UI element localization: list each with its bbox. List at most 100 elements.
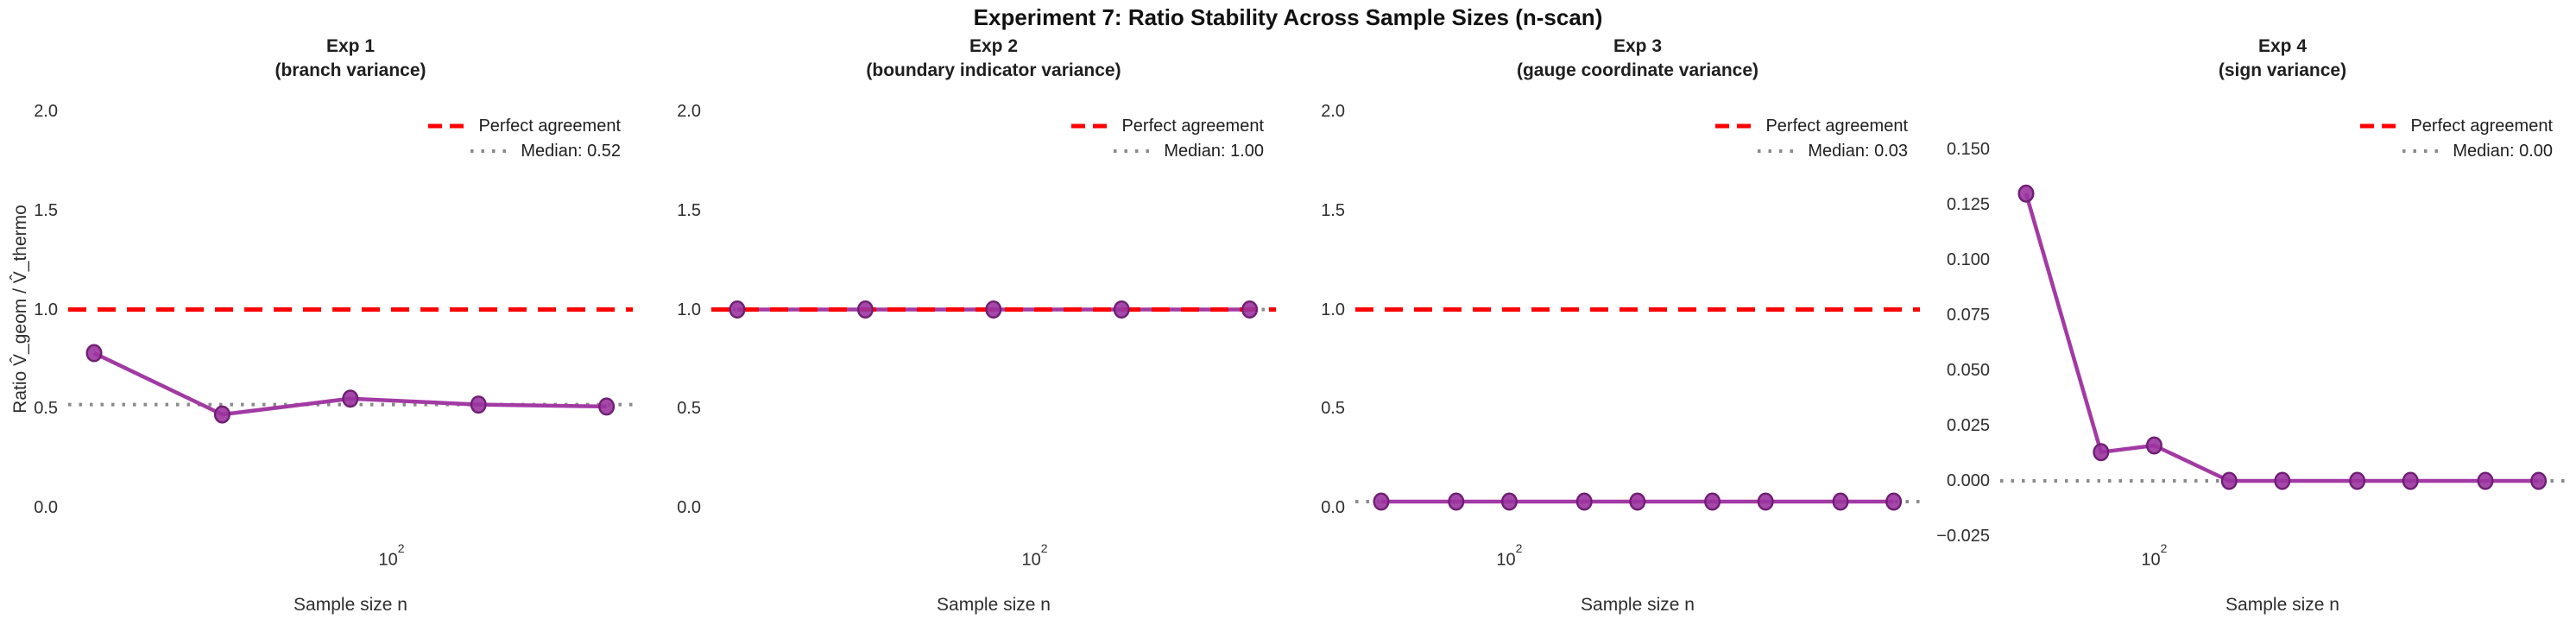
- legend: Perfect agreement Median: 1.00: [1071, 117, 1264, 161]
- x-tick-label: 102: [378, 541, 405, 570]
- data-point-marker: [2274, 471, 2291, 490]
- y-tick-label: 0.0: [34, 497, 58, 517]
- data-point-marker: [1373, 492, 1390, 511]
- data-point-marker: [342, 389, 359, 408]
- data-point-marker: [729, 300, 746, 319]
- x-tick-base: 10: [1021, 550, 1041, 570]
- y-tick-label: −0.025: [1936, 526, 1990, 546]
- x-tick-label: 102: [1021, 541, 1048, 570]
- y-tick-label: 2.0: [677, 102, 701, 122]
- legend-row-median: Median: 0.03: [1758, 142, 1908, 161]
- data-point-marker: [85, 344, 103, 363]
- x-axis-label: Sample size n: [937, 595, 1051, 615]
- y-tick-label: 0.0: [677, 497, 701, 517]
- data-point-marker: [2349, 471, 2366, 490]
- y-tick-label: 0.125: [1946, 195, 1990, 215]
- data-point-marker: [1832, 492, 1849, 511]
- median-line-sample: [2402, 149, 2443, 153]
- x-tick-base: 10: [1496, 550, 1516, 570]
- x-tick-base: 10: [378, 550, 398, 570]
- data-point-marker: [985, 300, 1002, 319]
- y-tick-label: 1.0: [1321, 300, 1345, 319]
- y-tick-label: 0.100: [1946, 250, 1990, 270]
- data-point-marker: [1629, 492, 1646, 511]
- data-point-marker: [598, 397, 616, 416]
- data-point-marker: [2145, 436, 2162, 455]
- subplot-title-line1: Exp 4: [2257, 36, 2308, 56]
- figure-title: Experiment 7: Ratio Stability Across Sam…: [973, 4, 1603, 30]
- y-tick-label: 0.050: [1946, 361, 1990, 380]
- data-point-marker: [2017, 184, 2035, 203]
- y-tick-label: 1.5: [1321, 200, 1345, 220]
- legend-row-median: Median: 0.00: [2402, 142, 2553, 161]
- subplot-title-line2: (sign variance): [2218, 60, 2347, 80]
- data-point-marker: [1575, 492, 1593, 511]
- x-tick-base: 10: [2141, 550, 2161, 570]
- legend-row-perfect: Perfect agreement: [1715, 117, 1908, 136]
- x-tick-exponent: 2: [2160, 541, 2168, 555]
- data-point-marker: [1885, 492, 1903, 511]
- x-tick-label: 102: [1496, 541, 1522, 570]
- legend-label-median: Median: 1.00: [1164, 142, 1264, 161]
- data-point-marker: [2402, 471, 2419, 490]
- y-tick-label: 0.075: [1946, 306, 1990, 325]
- y-tick-label: 0.5: [1321, 399, 1345, 419]
- y-tick-label: 1.0: [677, 300, 701, 319]
- x-tick-exponent: 2: [1040, 541, 1048, 555]
- data-point-marker: [1241, 300, 1259, 319]
- subplot-title-line2: (gauge coordinate variance): [1516, 60, 1759, 80]
- legend: Perfect agreement Median: 0.03: [1715, 117, 1908, 161]
- legend-label-median: Median: 0.03: [1808, 142, 1908, 161]
- x-axis-label: Sample size n: [294, 595, 407, 615]
- x-tick-label: 102: [2141, 541, 2167, 570]
- data-point-marker: [1704, 492, 1721, 511]
- median-line-sample: [1114, 149, 1154, 153]
- x-axis-label: Sample size n: [2226, 595, 2339, 615]
- subplot-title: Exp 1 (branch variance): [68, 35, 633, 83]
- legend-row-perfect: Perfect agreement: [1071, 117, 1264, 136]
- data-point-marker: [1448, 492, 1465, 511]
- y-tick-label: 0.150: [1946, 140, 1990, 160]
- subplot-title: Exp 2 (boundary indicator variance): [711, 35, 1276, 83]
- legend-label-median: Median: 0.52: [521, 142, 621, 161]
- data-point-marker: [2530, 471, 2548, 490]
- subplot-title-line2: (branch variance): [275, 60, 426, 80]
- x-axis-label: Sample size n: [1581, 595, 1695, 615]
- plot-area: [1355, 307, 1920, 511]
- data-point-marker: [2093, 443, 2110, 462]
- legend: Perfect agreement Median: 0.00: [2360, 117, 2553, 161]
- legend-row-perfect: Perfect agreement: [2360, 117, 2553, 136]
- subplot-title: Exp 3 (gauge coordinate variance): [1355, 35, 1920, 83]
- ratio-data-line: [2024, 193, 2539, 483]
- x-tick-exponent: 2: [397, 541, 405, 555]
- subplot-title-line1: Exp 1: [325, 36, 376, 56]
- y-tick-label: 0.5: [677, 399, 701, 419]
- y-tick-label: 0.025: [1946, 415, 1990, 435]
- data-point-marker: [2477, 471, 2494, 490]
- data-point-marker: [1757, 492, 1774, 511]
- perfect-agreement-line-sample: [1715, 123, 1756, 129]
- data-point-marker: [856, 300, 874, 319]
- subplot-title-line1: Exp 3: [1613, 36, 1663, 56]
- plot-area: [2000, 184, 2565, 490]
- data-point-marker: [1113, 300, 1130, 319]
- y-tick-label: 0.0: [1321, 497, 1345, 517]
- median-line-sample: [470, 149, 511, 153]
- data-point-marker: [213, 405, 230, 424]
- subplot-title: Exp 4 (sign variance): [2000, 35, 2565, 83]
- y-tick-label: 1.5: [677, 200, 701, 220]
- y-tick-label: 1.0: [34, 300, 58, 319]
- legend-label-perfect: Perfect agreement: [1765, 117, 1908, 136]
- legend-label-median: Median: 0.00: [2453, 142, 2553, 161]
- legend: Perfect agreement Median: 0.52: [428, 117, 621, 161]
- subplot-title-line1: Exp 2: [969, 36, 1019, 56]
- legend-row-perfect: Perfect agreement: [428, 117, 621, 136]
- legend-row-median: Median: 0.52: [470, 142, 621, 161]
- y-tick-label: 2.0: [34, 102, 58, 122]
- plot-area: [711, 300, 1276, 319]
- legend-row-median: Median: 1.00: [1114, 142, 1264, 161]
- data-point-marker: [2220, 471, 2238, 490]
- x-tick-exponent: 2: [1515, 541, 1523, 555]
- y-tick-label: 0.000: [1946, 471, 1990, 490]
